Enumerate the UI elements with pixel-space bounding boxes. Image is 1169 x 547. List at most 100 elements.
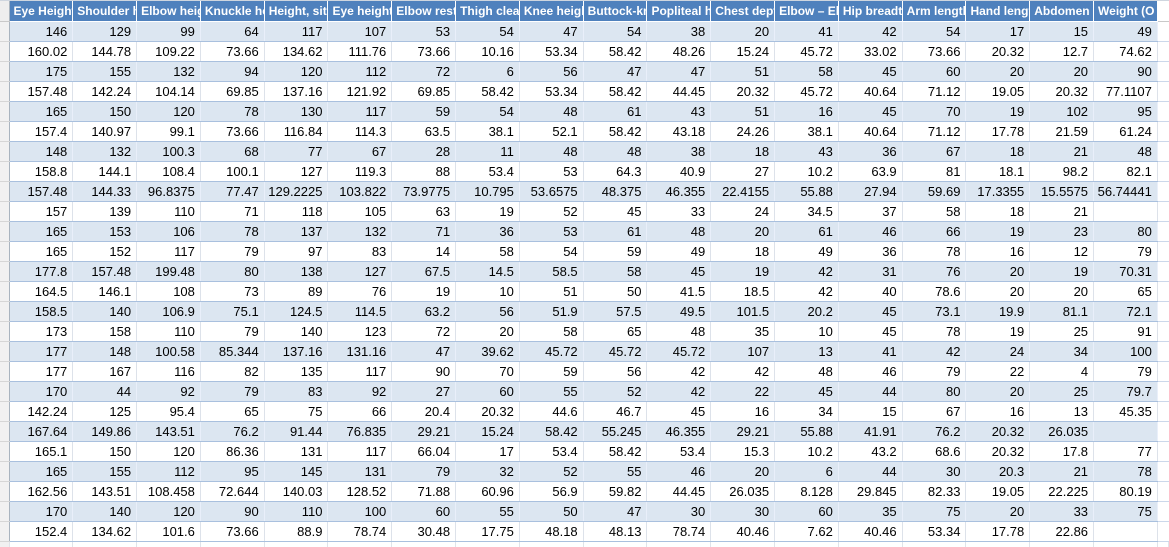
- cell[interactable]: [1156, 101, 1169, 122]
- cell[interactable]: 132: [136, 61, 201, 82]
- cell[interactable]: 28: [391, 141, 457, 162]
- cell[interactable]: 16: [774, 101, 839, 122]
- cell[interactable]: 85.344: [200, 341, 265, 362]
- cell[interactable]: 134.62: [264, 41, 329, 62]
- cell[interactable]: 100.58: [136, 341, 201, 362]
- cell[interactable]: 100.1: [200, 161, 265, 182]
- cell[interactable]: 143.51: [136, 421, 201, 442]
- cell[interactable]: 164.5: [9, 281, 74, 302]
- cell[interactable]: 19.05: [965, 481, 1031, 502]
- cell[interactable]: 99.1: [136, 121, 201, 142]
- cell[interactable]: 48.13: [583, 521, 648, 542]
- cell[interactable]: 142.24: [9, 401, 74, 422]
- cell[interactable]: 34: [774, 401, 839, 422]
- cell[interactable]: 149.86: [72, 421, 138, 442]
- cell[interactable]: [1156, 341, 1169, 362]
- cell[interactable]: 129: [72, 21, 138, 42]
- cell[interactable]: 153: [72, 221, 138, 242]
- cell[interactable]: 33.02: [838, 41, 903, 62]
- cell[interactable]: 10.2: [774, 161, 839, 182]
- cell[interactable]: [1156, 421, 1169, 442]
- cell[interactable]: 52: [519, 461, 584, 482]
- cell[interactable]: 61: [583, 101, 648, 122]
- cell[interactable]: 55: [519, 381, 584, 402]
- cell[interactable]: 41.91: [838, 421, 903, 442]
- cell[interactable]: 90: [1093, 61, 1158, 82]
- cell[interactable]: 73.1: [902, 301, 967, 322]
- cell[interactable]: 73.66: [200, 121, 265, 142]
- cell[interactable]: 53.4: [646, 441, 712, 462]
- cell[interactable]: [1156, 361, 1169, 382]
- cell[interactable]: 48: [646, 321, 712, 342]
- cell[interactable]: 146.1: [72, 281, 138, 302]
- cell[interactable]: 34.5: [774, 201, 839, 222]
- cell[interactable]: 30: [646, 501, 712, 522]
- cell[interactable]: 76: [327, 281, 393, 302]
- cell[interactable]: 75: [264, 401, 329, 422]
- cell[interactable]: 71.88: [391, 481, 457, 502]
- cell[interactable]: 157: [9, 201, 74, 222]
- cell[interactable]: 20: [1029, 281, 1095, 302]
- cell[interactable]: 51.9: [519, 301, 584, 322]
- cell[interactable]: 17: [455, 441, 520, 462]
- cell[interactable]: 48: [1093, 141, 1158, 162]
- cell[interactable]: 59: [391, 101, 457, 122]
- cell[interactable]: 140.03: [264, 481, 329, 502]
- cell[interactable]: 45.72: [583, 341, 648, 362]
- cell[interactable]: 15.24: [455, 421, 520, 442]
- cell[interactable]: 78.74: [646, 521, 712, 542]
- cell[interactable]: 15.24: [710, 41, 776, 62]
- cell[interactable]: 47: [519, 21, 584, 42]
- cell[interactable]: 49: [1093, 21, 1158, 42]
- cell[interactable]: 45: [838, 321, 903, 342]
- cell[interactable]: 80.19: [1093, 481, 1158, 502]
- cell[interactable]: 82.1: [1093, 161, 1158, 182]
- cell[interactable]: 137: [264, 221, 329, 242]
- cell[interactable]: 137.16: [264, 341, 329, 362]
- cell[interactable]: 55: [455, 501, 520, 522]
- cell[interactable]: 24: [710, 201, 776, 222]
- cell[interactable]: 100: [327, 501, 393, 522]
- cell[interactable]: 83: [264, 381, 329, 402]
- cell[interactable]: 20: [965, 281, 1031, 302]
- cell[interactable]: 71.12: [902, 121, 967, 142]
- cell[interactable]: 20.32: [710, 81, 776, 102]
- cell[interactable]: 35: [710, 321, 776, 342]
- cell[interactable]: 120: [264, 61, 329, 82]
- cell[interactable]: 90: [391, 361, 457, 382]
- cell[interactable]: 76.2: [902, 421, 967, 442]
- cell[interactable]: 170: [9, 381, 74, 402]
- cell[interactable]: [1156, 161, 1169, 182]
- cell[interactable]: 36: [838, 241, 903, 262]
- cell[interactable]: 99: [136, 21, 201, 42]
- cell[interactable]: 60: [455, 381, 520, 402]
- cell[interactable]: 33: [646, 201, 712, 222]
- cell[interactable]: 130: [264, 101, 329, 122]
- cell[interactable]: 29.845: [838, 481, 903, 502]
- cell[interactable]: 135: [264, 361, 329, 382]
- cell[interactable]: 11: [455, 141, 520, 162]
- cell[interactable]: 117: [327, 361, 393, 382]
- cell[interactable]: 59.82: [583, 481, 648, 502]
- cell[interactable]: 78: [902, 321, 967, 342]
- cell[interactable]: 157.48: [9, 81, 74, 102]
- cell[interactable]: 36: [838, 141, 903, 162]
- column-header-15[interactable]: Arm length: [902, 1, 967, 22]
- cell[interactable]: [200, 541, 265, 547]
- cell[interactable]: [264, 541, 329, 547]
- cell[interactable]: 157.4: [9, 121, 74, 142]
- cell[interactable]: 48.26: [646, 41, 712, 62]
- cell[interactable]: 20.32: [965, 421, 1031, 442]
- cell[interactable]: 95.4: [136, 401, 201, 422]
- cell[interactable]: 58.42: [583, 41, 648, 62]
- cell[interactable]: 61: [583, 221, 648, 242]
- cell[interactable]: 52: [583, 381, 648, 402]
- cell[interactable]: 117: [327, 441, 393, 462]
- cell[interactable]: 100.3: [136, 141, 201, 162]
- cell[interactable]: 8.128: [774, 481, 839, 502]
- cell[interactable]: 65: [200, 401, 265, 422]
- cell[interactable]: 134.62: [72, 521, 138, 542]
- cell[interactable]: 40.64: [838, 81, 903, 102]
- cell[interactable]: 47: [646, 61, 712, 82]
- cell[interactable]: 26.035: [1029, 421, 1095, 442]
